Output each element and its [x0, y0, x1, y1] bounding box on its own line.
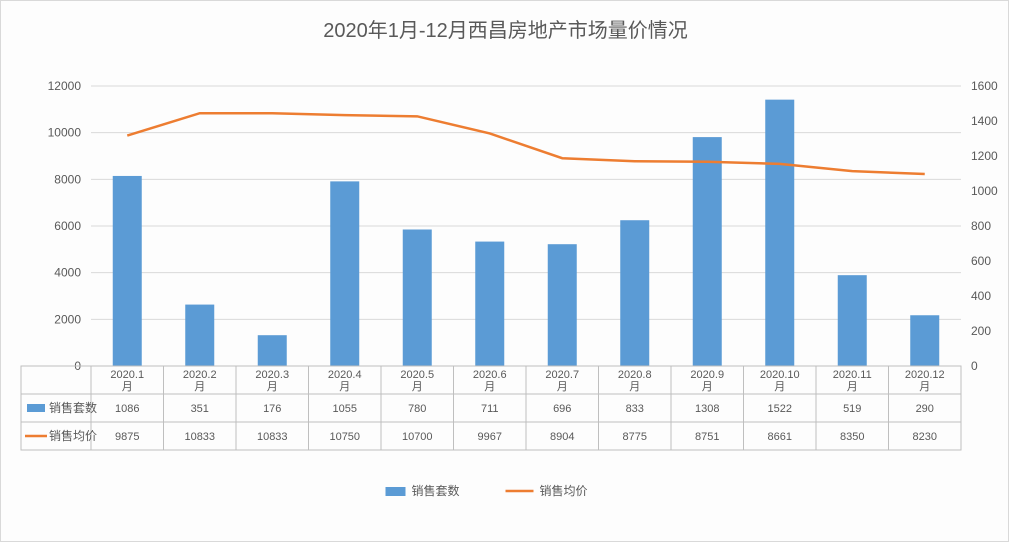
legend-label: 销售套数: [412, 483, 460, 498]
table-cell: 8775: [623, 431, 647, 443]
bar: [258, 335, 287, 366]
table-cell: 8350: [840, 431, 864, 443]
x-category-label: 月: [122, 381, 133, 393]
bar: [403, 230, 432, 367]
x-category-label: 2020.10: [760, 369, 800, 381]
y-left-tick: 4000: [54, 266, 81, 280]
x-category-label: 月: [557, 381, 568, 393]
bar: [548, 244, 577, 366]
y-right-tick: 800: [971, 219, 991, 233]
y-right-tick: 200: [971, 324, 991, 338]
y-right-tick: 400: [971, 289, 991, 303]
table-cell: 1086: [115, 403, 139, 415]
x-category-label: 2020.11: [833, 369, 872, 381]
x-category-label: 2020.8: [618, 369, 652, 381]
x-category-label: 月: [919, 381, 930, 393]
table-row-header: 销售套数: [49, 400, 97, 415]
y-left-tick: 10000: [48, 126, 82, 140]
bar: [765, 100, 794, 366]
y-right-tick: 1400: [971, 114, 998, 128]
y-right-tick: 1200: [971, 149, 998, 163]
table-cell: 176: [263, 403, 281, 415]
x-category-label: 2020.3: [255, 369, 289, 381]
x-category-label: 2020.6: [473, 369, 507, 381]
legend-label: 销售均价: [540, 483, 588, 498]
table-cell: 8230: [913, 431, 937, 443]
y-left-tick: 2000: [54, 312, 81, 326]
bar: [838, 275, 867, 366]
price-line: [127, 113, 925, 174]
x-category-label: 月: [774, 381, 785, 393]
x-category-label: 月: [194, 381, 205, 393]
x-category-label: 月: [629, 381, 640, 393]
y-left-tick: 8000: [54, 172, 81, 186]
legend-bar-swatch: [386, 487, 406, 496]
table-cell: 8751: [695, 431, 719, 443]
x-category-label: 月: [267, 381, 278, 393]
bar: [693, 137, 722, 366]
chart-container: 2020年1月-12月西昌房地产市场量价情况 0 2000 4000 6000 8000 1…: [0, 0, 1009, 542]
table-cell: 351: [191, 403, 209, 415]
x-category-label: 2020.7: [545, 369, 579, 381]
x-category-label: 月: [484, 381, 495, 393]
y-left-tick: 12000: [48, 79, 82, 93]
bar: [910, 315, 939, 366]
table-bar-swatch: [27, 404, 45, 412]
table-cell: 8904: [550, 431, 574, 443]
table-cell: 10833: [184, 431, 215, 443]
x-category-label: 2020.9: [690, 369, 724, 381]
x-category-label: 月: [847, 381, 858, 393]
bar: [620, 220, 649, 366]
table-cell: 9967: [478, 431, 502, 443]
x-category-label: 2020.5: [400, 369, 434, 381]
x-category-label: 2020.4: [328, 369, 362, 381]
y-right-tick: 1600: [971, 79, 998, 93]
y-right-tick: 600: [971, 254, 991, 268]
table-cell: 1055: [333, 403, 357, 415]
bar: [185, 305, 214, 366]
chart-title: 2020年1月-12月西昌房地产市场量价情况: [323, 19, 688, 42]
table-cell: 10833: [257, 431, 288, 443]
table-cell: 1522: [768, 403, 792, 415]
table-cell: 8661: [768, 431, 792, 443]
table-cell: 780: [408, 403, 426, 415]
x-category-label: 月: [412, 381, 423, 393]
x-category-label: 2020.12: [905, 369, 945, 381]
x-category-label: 2020.1: [110, 369, 144, 381]
x-category-label: 月: [702, 381, 713, 393]
bar: [113, 176, 142, 366]
chart-svg: 2020年1月-12月西昌房地产市场量价情况 0 2000 4000 6000 8000 1…: [1, 1, 1009, 543]
y-right-tick: 0: [971, 359, 978, 373]
table-cell: 711: [481, 403, 499, 415]
x-category-label: 2020.2: [183, 369, 217, 381]
table-cell: 290: [916, 403, 934, 415]
table-cell: 833: [626, 403, 644, 415]
y-left-tick: 6000: [54, 219, 81, 233]
table-row-header: 销售均价: [49, 428, 97, 443]
table-cell: 10750: [329, 431, 360, 443]
table-cell: 10700: [402, 431, 433, 443]
bar: [475, 242, 504, 366]
y-right-tick: 1000: [971, 184, 998, 198]
table-cell: 519: [843, 403, 861, 415]
table-cell: 9875: [115, 431, 139, 443]
bar: [330, 181, 359, 366]
table-cell: 1308: [695, 403, 719, 415]
table-cell: 696: [553, 403, 571, 415]
x-category-label: 月: [339, 381, 350, 393]
